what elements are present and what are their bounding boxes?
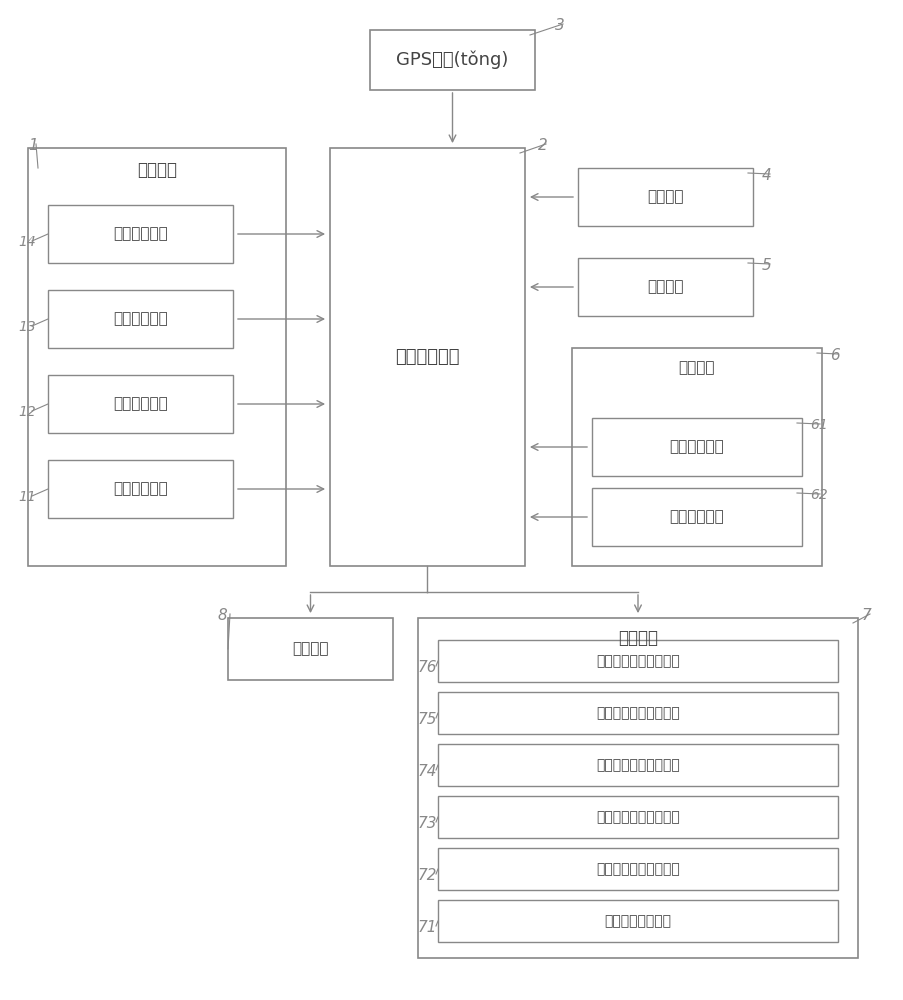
Bar (591, 418, 801, 476)
Text: 存儲單元: 存儲單元 (618, 629, 657, 647)
Bar (438, 640, 837, 682)
Bar (369, 30, 535, 90)
Text: 72: 72 (417, 868, 437, 883)
Bar (417, 618, 857, 958)
Bar (438, 848, 837, 890)
Text: 測速單元: 測速單元 (647, 279, 683, 294)
Text: 速度控制單元: 速度控制單元 (669, 440, 723, 454)
Text: 13: 13 (18, 320, 36, 334)
Text: 中央控制單元: 中央控制單元 (395, 348, 460, 366)
Text: 61: 61 (809, 418, 827, 432)
Text: 73: 73 (417, 816, 437, 831)
Text: 圖像輸入單元: 圖像輸入單元 (113, 482, 168, 496)
Bar (438, 900, 837, 942)
Text: 2: 2 (537, 138, 547, 153)
Text: 75: 75 (417, 712, 437, 727)
Text: 輸入模塊: 輸入模塊 (137, 161, 177, 179)
Text: 強制制動單元: 強制制動單元 (669, 510, 723, 524)
Text: 雨量感應單元: 雨量感應單元 (113, 396, 168, 412)
Bar (577, 168, 752, 226)
Text: 風速信息閾值存儲單元: 風速信息閾值存儲單元 (595, 758, 679, 772)
Bar (591, 488, 801, 546)
Bar (48, 290, 233, 348)
Text: 12: 12 (18, 405, 36, 419)
Bar (572, 348, 821, 566)
Text: 路況信息存儲單元: 路況信息存儲單元 (604, 914, 671, 928)
Text: GPS系統(tǒng): GPS系統(tǒng) (396, 51, 508, 69)
Text: 雨量信息閾值存儲單元: 雨量信息閾值存儲單元 (595, 862, 679, 876)
Bar (48, 205, 233, 263)
Text: 風速感應單元: 風速感應單元 (113, 227, 168, 241)
Text: 速度信息閾值存儲單元: 速度信息閾值存儲單元 (595, 706, 679, 720)
Text: 62: 62 (809, 488, 827, 502)
Bar (330, 148, 525, 566)
Text: 1: 1 (28, 138, 38, 153)
Text: 測距單元: 測距單元 (647, 190, 683, 205)
Text: 7: 7 (861, 608, 870, 623)
Text: 4: 4 (761, 168, 771, 183)
Bar (48, 460, 233, 518)
Text: 報警單元: 報警單元 (292, 642, 329, 656)
Text: 安全距離閾值存儲單元: 安全距離閾值存儲單元 (595, 654, 679, 668)
Bar (48, 375, 233, 433)
Bar (577, 258, 752, 316)
Text: 3: 3 (554, 18, 564, 33)
Text: 光照信息閾值存儲單元: 光照信息閾值存儲單元 (595, 810, 679, 824)
Text: 11: 11 (18, 490, 36, 504)
Text: 71: 71 (417, 920, 437, 935)
Text: 76: 76 (417, 660, 437, 675)
Bar (228, 618, 393, 680)
Bar (438, 692, 837, 734)
Text: 光照感應單元: 光照感應單元 (113, 312, 168, 326)
Text: 14: 14 (18, 235, 36, 249)
Text: 制動單元: 制動單元 (678, 360, 714, 375)
Text: 6: 6 (829, 348, 839, 363)
Bar (438, 744, 837, 786)
Text: 8: 8 (218, 608, 228, 623)
Bar (28, 148, 285, 566)
Text: 5: 5 (761, 258, 771, 273)
Text: 74: 74 (417, 764, 437, 779)
Bar (438, 796, 837, 838)
